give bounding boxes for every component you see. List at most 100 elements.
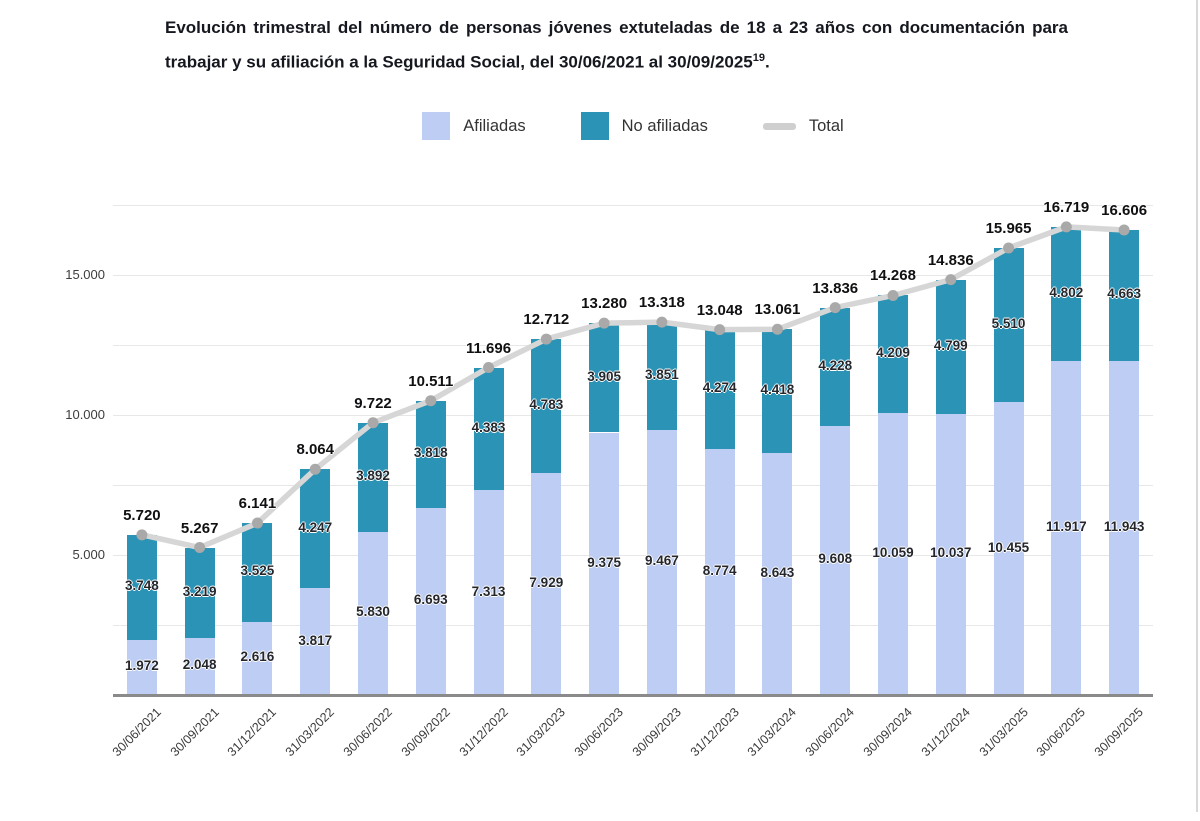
bar-value-label: 4.247	[298, 519, 333, 535]
total-value-label: 13.061	[754, 301, 801, 319]
bar-segment-afiliadas	[300, 588, 331, 695]
bar-segment-afiliadas	[184, 637, 215, 695]
total-value-label: 11.696	[466, 339, 512, 357]
bar-value-label: 3.892	[356, 468, 390, 484]
bar-value-label: 3.748	[124, 578, 159, 594]
bar-value-label: 4.663	[1107, 286, 1141, 302]
total-marker	[251, 517, 263, 529]
bar-segment-afiliadas	[415, 507, 446, 695]
legend-label-total: Total	[808, 116, 844, 135]
bar-segment-no-afiliadas	[935, 279, 966, 414]
bar-value-label: 7.929	[529, 574, 564, 590]
bar-value-label: 9.467	[644, 553, 679, 569]
bar-value-label: 4.418	[760, 382, 795, 398]
y-tick-label: 5.000	[72, 547, 105, 562]
bar-segment-afiliadas	[531, 472, 562, 695]
total-value-label: 12.712	[523, 311, 570, 329]
bar-value-label: 4.783	[529, 397, 564, 413]
total-marker	[598, 317, 610, 329]
bar-value-label: 9.608	[818, 551, 853, 567]
bar-segment-afiliadas	[1109, 360, 1140, 695]
total-value-label: 13.280	[581, 295, 628, 313]
total-line-swatch-icon	[762, 122, 796, 130]
bar-segment-no-afiliadas	[415, 400, 446, 508]
total-marker	[714, 324, 726, 336]
bar-segment-no-afiliadas	[300, 469, 331, 589]
bar-value-label: 5.830	[356, 604, 390, 620]
bar-value-label: 4.209	[876, 345, 910, 361]
y-tick-label: 10.000	[65, 407, 105, 422]
bar-value-label: 3.905	[587, 368, 621, 384]
bar-value-label: 3.525	[240, 563, 275, 579]
total-value-label: 15.965	[985, 219, 1032, 237]
bar-segment-no-afiliadas	[762, 329, 793, 453]
bar-segment-afiliadas	[935, 413, 966, 695]
bar-segment-afiliadas	[878, 413, 908, 695]
bar-segment-afiliadas	[646, 429, 677, 695]
bar-value-label: 10.455	[987, 539, 1030, 555]
total-marker	[367, 417, 379, 429]
bar-value-label: 3.219	[182, 583, 217, 599]
bar-segment-no-afiliadas	[473, 367, 504, 491]
page-border	[1196, 0, 1198, 812]
total-value-label: 13.048	[696, 301, 743, 319]
total-marker	[771, 323, 783, 335]
bar-segment-no-afiliadas	[531, 339, 562, 473]
legend-item-no-afiliadas: No afiliadas	[580, 112, 708, 140]
gridline	[113, 624, 1153, 626]
total-marker	[1003, 242, 1015, 254]
bar-value-label: 4.274	[702, 380, 737, 396]
bar-segment-no-afiliadas	[878, 295, 908, 414]
bar-segment-afiliadas	[358, 531, 388, 695]
bar-segment-afiliadas	[993, 402, 1024, 695]
bar-segment-no-afiliadas	[1109, 230, 1140, 361]
total-value-label: 5.720	[123, 506, 161, 524]
bar-segment-no-afiliadas	[646, 322, 677, 430]
chart-legend: Afiliadas No afiliadas Total	[113, 112, 1153, 140]
total-line	[139, 224, 1127, 551]
legend-label-no-afiliadas: No afiliadas	[621, 116, 708, 135]
total-marker	[887, 289, 899, 301]
bar-value-label: 10.037	[930, 545, 972, 561]
bar-segment-afiliadas	[242, 621, 273, 695]
total-value-label: 14.268	[870, 267, 916, 285]
total-marker	[945, 274, 957, 286]
total-value-label: 6.141	[238, 495, 277, 513]
title-footnote-ref: 19	[752, 52, 766, 64]
gridline	[113, 554, 1153, 556]
bar-value-label: 7.313	[471, 583, 506, 599]
bar-segment-afiliadas	[820, 425, 851, 695]
y-tick-label: 15.000	[65, 267, 105, 282]
bar-value-label: 5.510	[991, 316, 1026, 332]
total-value-label: 8.064	[296, 441, 334, 459]
total-value-label: 9.722	[354, 394, 392, 412]
gridline	[113, 414, 1153, 416]
bar-segment-afiliadas	[473, 490, 504, 695]
bar-value-label: 8.774	[702, 563, 737, 579]
bar-value-label: 10.059	[872, 545, 914, 561]
total-value-label: 5.267	[180, 519, 219, 537]
bar-value-label: 11.943	[1103, 518, 1145, 534]
bar-value-label: 3.818	[413, 445, 448, 461]
chart-title: Evolución trimestral del número de perso…	[165, 13, 1068, 78]
total-marker	[1118, 224, 1130, 236]
total-marker	[829, 302, 841, 314]
bar-segment-afiliadas	[1051, 361, 1082, 695]
legend-item-total: Total	[762, 116, 844, 136]
title-text: Evolución trimestral del número de perso…	[165, 18, 1068, 72]
total-marker	[656, 316, 668, 328]
bar-segment-no-afiliadas	[184, 547, 215, 638]
legend-label-afiliadas: Afiliadas	[463, 116, 526, 135]
bar-segment-afiliadas	[589, 432, 620, 695]
bar-value-label: 9.375	[587, 554, 621, 570]
afiliadas-swatch-icon	[422, 112, 451, 140]
bar-segment-no-afiliadas	[704, 329, 735, 450]
bar-value-label: 11.917	[1046, 519, 1087, 535]
bar-segment-no-afiliadas	[820, 307, 851, 426]
bar-value-label: 4.228	[818, 357, 853, 373]
total-marker	[425, 395, 437, 407]
total-value-label: 10.511	[408, 372, 454, 390]
bar-segment-no-afiliadas	[358, 422, 388, 532]
